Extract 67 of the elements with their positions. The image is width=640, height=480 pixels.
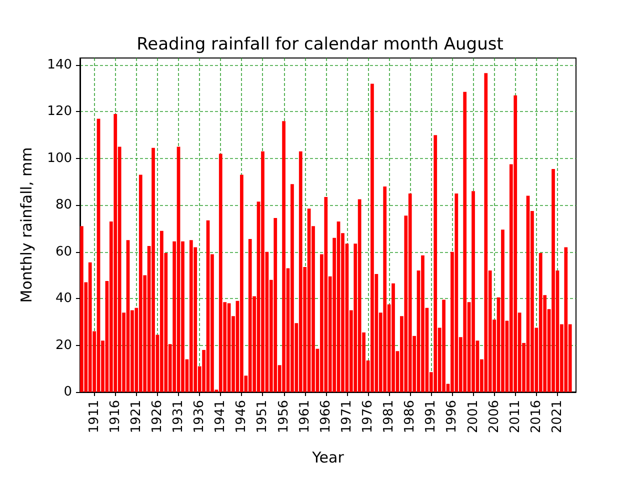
y-tick-label: 0 (64, 384, 72, 400)
bar (472, 191, 475, 392)
x-tick-label: 1931 (171, 400, 186, 434)
y-tick-label: 140 (47, 58, 72, 73)
x-tick-label: 1941 (213, 400, 228, 434)
x-tick-label: 1951 (255, 400, 270, 434)
x-tick-label: 2021 (550, 400, 565, 434)
bar (88, 262, 92, 392)
bar (324, 196, 328, 392)
x-tick-label: 1981 (382, 400, 397, 434)
y-tick-label: 80 (55, 198, 72, 213)
x-tick-label: 1976 (360, 400, 376, 434)
x-tick-label: 1921 (128, 400, 144, 434)
x-tick-label: 1971 (339, 400, 354, 434)
x-tick-label: 1961 (297, 400, 312, 434)
bar (358, 199, 362, 392)
bar (298, 151, 302, 392)
bar (552, 168, 555, 392)
y-tick-label: 40 (55, 291, 72, 306)
bar (484, 73, 488, 392)
bar (160, 230, 164, 392)
bar (274, 218, 278, 392)
bar (514, 95, 518, 392)
bar (290, 184, 294, 392)
bar (261, 151, 264, 392)
bar (282, 121, 286, 392)
y-tick-label: 100 (47, 150, 72, 166)
x-tick-label: 1991 (424, 400, 439, 434)
bar (408, 193, 412, 392)
x-tick-label: 2006 (486, 400, 502, 434)
bar (442, 300, 446, 392)
bar (138, 174, 142, 392)
x-tick-label: 1916 (108, 400, 123, 434)
x-tick-label: 2016 (528, 400, 544, 434)
y-tick-label: 60 (55, 244, 72, 260)
bar (538, 253, 542, 392)
x-tick-label: 1966 (318, 400, 334, 434)
bar (370, 84, 374, 392)
x-tick-label: 1936 (192, 400, 208, 434)
bar (152, 148, 155, 392)
bar (114, 114, 118, 392)
bar (392, 283, 395, 392)
x-tick-label: 1946 (234, 400, 250, 434)
bar (564, 247, 568, 392)
bar (383, 186, 387, 392)
x-tick-label: 1986 (402, 400, 418, 434)
bar (240, 174, 244, 392)
x-tick-label: 2011 (508, 400, 523, 434)
x-tick-label: 1911 (86, 400, 102, 434)
bar (454, 193, 458, 392)
y-axis-title: Monthly rainfall, mm (18, 147, 36, 303)
x-tick-label: 1926 (150, 400, 165, 434)
bar (248, 239, 252, 392)
bar (218, 154, 222, 392)
bar (421, 255, 424, 392)
y-tick-label: 20 (55, 338, 72, 353)
bar (189, 240, 193, 392)
bar (80, 226, 84, 392)
bar (501, 230, 504, 392)
y-tick-label: 120 (47, 104, 72, 120)
x-tick-label: 1956 (276, 400, 292, 434)
bar (434, 135, 438, 392)
x-tick-label: 1996 (444, 400, 460, 434)
x-tick-label: 2001 (466, 400, 481, 434)
bar (463, 92, 467, 392)
chart-title: Reading rainfall for calendar month August (136, 34, 504, 54)
x-axis-title: Year (311, 448, 345, 466)
